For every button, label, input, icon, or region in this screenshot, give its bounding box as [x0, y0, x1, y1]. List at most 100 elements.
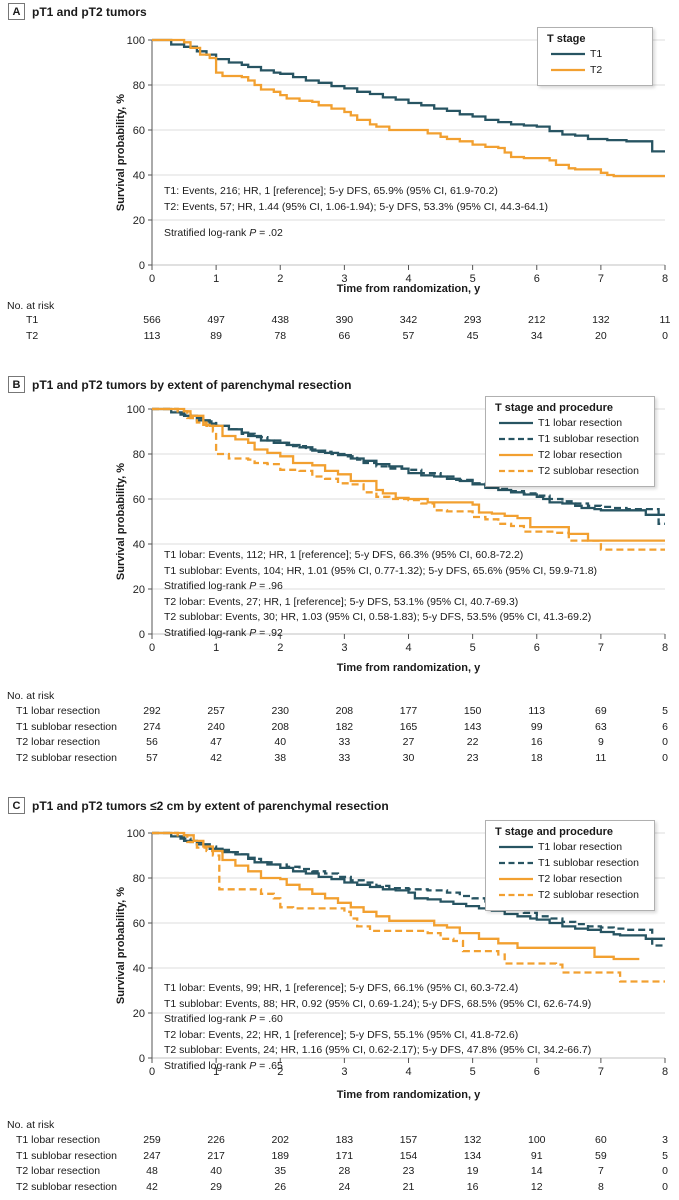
risk-value: 189	[271, 1149, 290, 1162]
annotation-line: T2 lobar: Events, 22; HR, 1 [reference];…	[164, 1028, 519, 1041]
risk-value: 27	[402, 736, 415, 748]
x-tick-label: 2	[277, 273, 283, 285]
risk-value: 183	[335, 1134, 354, 1146]
km-curve	[152, 407, 665, 551]
risk-value: 63	[595, 720, 607, 733]
risk-value: 240	[207, 720, 225, 733]
risk-table-header-b: No. at risk	[7, 690, 55, 702]
risk-value: 132	[592, 314, 610, 326]
risk-row-label: T1 sublobar resection	[16, 720, 117, 733]
y-tick-label: 80	[133, 80, 145, 92]
risk-value: 208	[271, 720, 290, 733]
x-tick-label: 3	[341, 1066, 347, 1078]
risk-value: 33	[338, 736, 351, 748]
risk-value: 47	[210, 736, 222, 748]
y-tick-label: 60	[133, 125, 145, 137]
x-tick-label: 8	[662, 1066, 668, 1078]
km-curve	[152, 831, 640, 961]
risk-value: 154	[399, 1149, 418, 1162]
legend-label: T1 sublobar resection	[538, 857, 639, 869]
risk-value: 38	[274, 751, 287, 764]
risk-value: 12	[530, 1180, 543, 1193]
survival-chart-b: 0 20 40 60 80 100 0 1 2 3 4 5 6 7 8 Survival probabilit…	[115, 404, 668, 654]
legend-item: T2 sublobar resection	[499, 887, 645, 903]
legend-item: T2 sublobar resection	[499, 463, 645, 479]
legend-line-swatch	[499, 469, 533, 473]
survival-chart-a: 0 20 40 60 80 100 0 1 2 3 4 5 6 7 8 Survival probabilit…	[115, 35, 668, 285]
risk-table-c: T1 lobar resection 259 226 202 183 157 132 100 6…	[0, 1134, 679, 1196]
x-tick-label: 4	[405, 273, 411, 285]
risk-table-header-a: No. at risk	[7, 300, 55, 312]
risk-value: 143	[463, 720, 482, 733]
annotation-line: T2 sublobar: Events, 24; HR, 1.16 (95% C…	[164, 1044, 592, 1056]
risk-row: T1 566 497 438 390 342 293 212 132 11	[0, 314, 679, 330]
km-curve	[152, 38, 665, 153]
risk-value: 177	[399, 705, 418, 717]
risk-value: 132	[463, 1134, 482, 1146]
risk-value: 60	[595, 1134, 607, 1146]
risk-value: 7	[597, 1165, 604, 1177]
legend-label: T1	[590, 48, 603, 60]
risk-row-label: T1 lobar resection	[16, 1134, 101, 1146]
legend-line-swatch	[499, 861, 533, 865]
x-tick-label: 5	[470, 642, 476, 654]
legend-label: T2 sublobar resection	[538, 465, 639, 477]
risk-row-label: T1	[26, 314, 39, 326]
annotation-line: Stratified log-rank P = .92	[164, 626, 283, 639]
risk-row: T2 113 89 78 66 57 45 34 20 0	[0, 330, 679, 346]
risk-row: T1 sublobar resection 274 240 208 182 165 143 9…	[0, 721, 679, 737]
y-tick-label: 40	[133, 170, 145, 182]
risk-value: 28	[338, 1165, 351, 1177]
risk-value: 69	[595, 705, 607, 717]
risk-row: T2 lobar resection 56 47 40 33 27 22 16 9 0	[0, 736, 679, 752]
legend-a: T stage T1 T2	[537, 27, 653, 86]
risk-value: 11	[659, 314, 671, 326]
legend-line-swatch	[499, 877, 533, 881]
annotation-line: T1: Events, 216; HR, 1 [reference]; 5-y …	[164, 185, 498, 197]
y-tick-label: 100	[127, 35, 145, 47]
stats-annotation-a: T1: Events, 216; HR, 1 [reference]; 5-y …	[164, 184, 548, 242]
risk-row-label: T2 sublobar resection	[16, 1180, 117, 1193]
x-tick-label: 6	[534, 1066, 540, 1078]
legend-label: T2	[590, 64, 603, 76]
annotation-line: T1 lobar: Events, 112; HR, 1 [reference]…	[164, 549, 524, 561]
legend-line-swatch	[551, 52, 585, 56]
panel-c-label: C	[8, 797, 25, 814]
risk-value: 497	[207, 314, 225, 326]
annotation-line: T1 sublobar: Events, 104; HR, 1.01 (95% …	[164, 564, 598, 577]
risk-value: 20	[595, 329, 607, 342]
km-curve	[152, 407, 665, 542]
panel-c-title: pT1 and pT2 tumors ≤2 cm by extent of pa…	[32, 798, 389, 813]
risk-value: 113	[528, 705, 546, 717]
x-tick-label: 4	[405, 642, 411, 654]
annotation-line: Stratified log-rank P = .96	[164, 580, 283, 592]
risk-value: 171	[335, 1149, 354, 1162]
risk-row-label: T2	[26, 329, 39, 342]
y-tick-label: 100	[127, 404, 145, 416]
risk-value: 342	[399, 314, 418, 326]
y-tick-label: 0	[139, 1053, 145, 1065]
legend-label: T2 lobar resection	[538, 873, 623, 885]
x-tick-label: 6	[534, 273, 540, 285]
legend-item: T2 lobar resection	[499, 871, 645, 887]
panel-b-label: B	[8, 376, 25, 393]
risk-value: 0	[662, 1165, 668, 1177]
risk-value: 16	[466, 1180, 479, 1193]
y-tick-label: 0	[139, 260, 145, 272]
x-tick-label: 8	[662, 642, 668, 654]
legend-label: T1 sublobar resection	[538, 433, 639, 445]
risk-value: 57	[146, 751, 158, 764]
x-tick-label: 5	[470, 1066, 476, 1078]
survival-chart-c: 0 20 40 60 80 100 0 1 2 3 4 5 6 7 8 Survival probabilit…	[115, 828, 668, 1078]
legend-line-swatch	[499, 845, 533, 849]
risk-row-label: T1 sublobar resection	[16, 1149, 117, 1162]
legend-c: T stage and procedure T1 lobar resection T…	[485, 820, 655, 911]
risk-row: T2 lobar resection 48 40 35 28 23 19 14 7 0	[0, 1165, 679, 1181]
stats-annotation-b: T1 lobar: Events, 112; HR, 1 [reference]…	[164, 548, 597, 641]
panel-b: B pT1 and pT2 tumors by extent of parenc…	[0, 372, 679, 797]
legend-line-swatch	[499, 893, 533, 897]
legend-item: T1 lobar resection	[499, 415, 645, 431]
risk-value: 42	[146, 1180, 158, 1193]
risk-value: 208	[335, 705, 354, 717]
y-tick-label: 100	[127, 828, 145, 840]
